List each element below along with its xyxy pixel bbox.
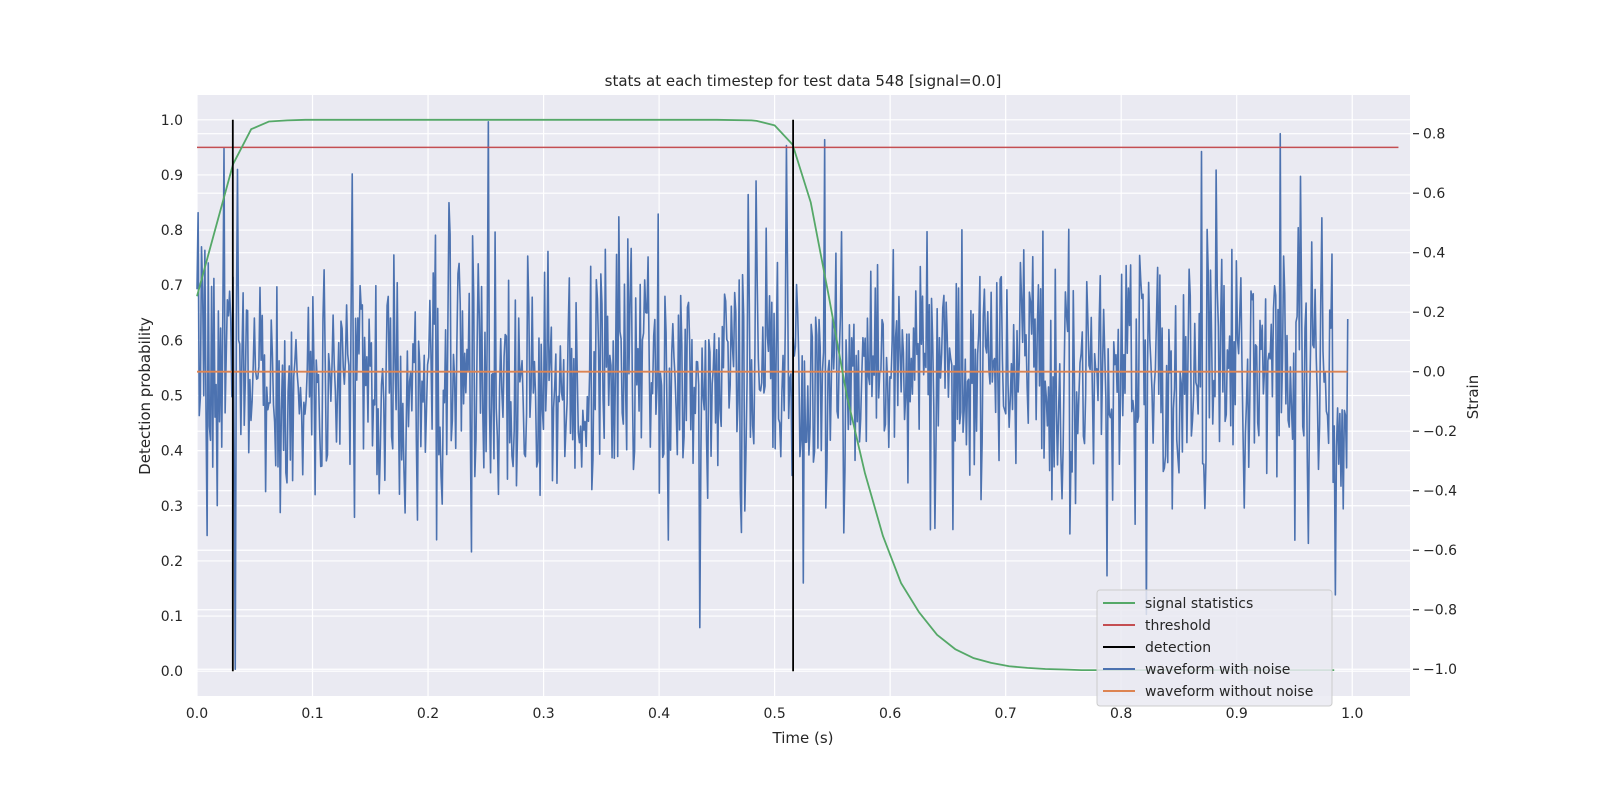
x-tick-label: 0.2 [417, 706, 439, 722]
y-tick-label-right: 0.8 [1423, 127, 1445, 143]
x-tick-label: 0.6 [879, 706, 901, 722]
y-tick-label-right: −0.2 [1423, 424, 1457, 440]
legend: signal statistics threshold detection wa… [1096, 589, 1333, 707]
series-signal-statistics [196, 118, 1335, 671]
x-tick-label: 0.5 [763, 706, 785, 722]
ticks: 0.0 0.1 0.2 0.3 0.4 0.5 0.6 0.7 0.8 0.9 1.0 0.0 0.1 0… [161, 113, 1457, 722]
x-axis-label: Time (s) [772, 729, 834, 747]
legend-label-signal: signal statistics [1145, 596, 1253, 612]
legend-label-threshold: threshold [1145, 618, 1211, 634]
y-tick-label-right: −0.4 [1423, 484, 1457, 500]
x-tick-label: 0.8 [1110, 706, 1132, 722]
y-tick-label-right: 0.0 [1423, 365, 1445, 381]
legend-box [1096, 589, 1333, 707]
y-tick-label-left: 0.6 [161, 333, 183, 349]
x-tick-label: 0.3 [532, 706, 554, 722]
legend-label-noisy: waveform with noise [1145, 662, 1290, 678]
y-tick-label-right: 0.4 [1423, 246, 1445, 262]
legend-label-detection: detection [1145, 640, 1211, 656]
x-tick-label: 0.1 [301, 706, 323, 722]
y-tick-label-left: 0.9 [161, 168, 183, 184]
x-tick-label: 0.7 [995, 706, 1017, 722]
y-tick-label-left: 0.3 [161, 499, 183, 515]
x-tick-label: 0.9 [1226, 706, 1248, 722]
plot-area [196, 118, 1399, 672]
y-tick-label-right: 0.2 [1423, 305, 1445, 321]
y-axis-label-left: Detection probability [136, 317, 154, 475]
y-axis-label-right: Strain [1464, 375, 1482, 419]
legend-label-clean: waveform without noise [1145, 684, 1313, 700]
y-tick-label-right: −1.0 [1423, 662, 1457, 678]
series-waveform-with-noise [196, 120, 1349, 671]
x-tick-label: 0.0 [186, 706, 208, 722]
y-tick-label-left: 0.0 [161, 664, 183, 680]
x-tick-label: 0.4 [648, 706, 670, 722]
y-tick-label-right: 0.6 [1423, 186, 1445, 202]
y-tick-label-left: 1.0 [161, 113, 183, 129]
y-tick-label-left: 0.8 [161, 223, 183, 239]
y-tick-label-left: 0.5 [161, 389, 183, 405]
chart-title: stats at each timestep for test data 548… [605, 72, 1002, 90]
y-tick-label-left: 0.1 [161, 609, 183, 625]
y-tick-label-left: 0.7 [161, 278, 183, 294]
y-tick-label-right: −0.8 [1423, 603, 1457, 619]
y-tick-label-left: 0.4 [161, 444, 183, 460]
y-tick-label-left: 0.2 [161, 554, 183, 570]
x-tick-label: 1.0 [1341, 706, 1363, 722]
y-tick-label-right: −0.6 [1423, 543, 1457, 559]
